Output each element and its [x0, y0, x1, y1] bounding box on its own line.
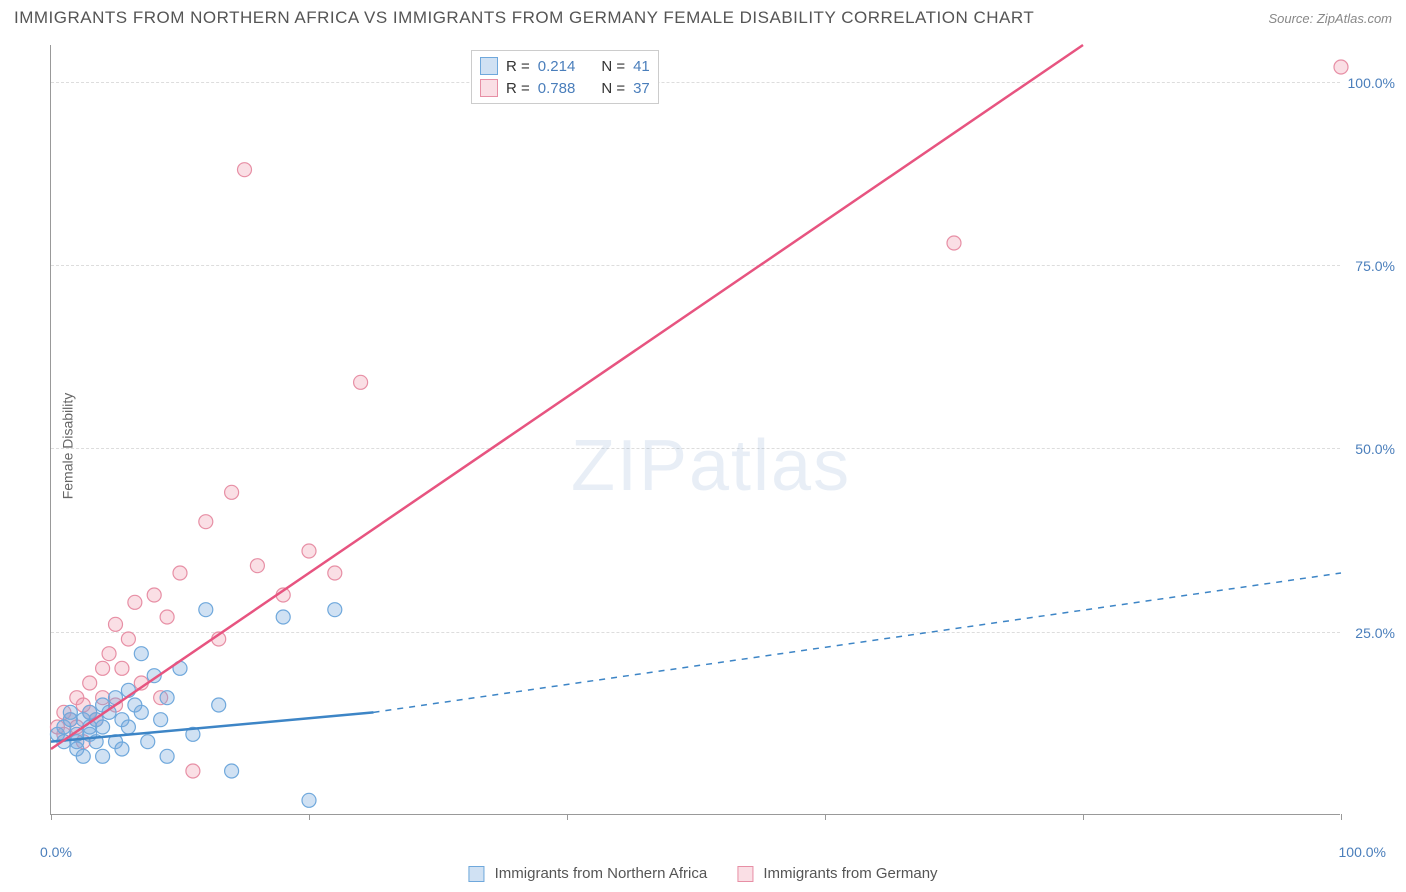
data-point [147, 588, 161, 602]
data-point [96, 720, 110, 734]
n-label: N = [601, 80, 625, 97]
data-point [250, 559, 264, 573]
data-point [121, 720, 135, 734]
data-point [134, 647, 148, 661]
trend-line [51, 45, 1083, 749]
legend-row: R = 0.788 N = 37 [480, 77, 650, 99]
n-value: 37 [633, 80, 650, 97]
data-point [212, 698, 226, 712]
data-point [76, 749, 90, 763]
x-tick [825, 814, 826, 820]
data-point [160, 610, 174, 624]
data-point [128, 595, 142, 609]
data-point [115, 742, 129, 756]
y-tick-label: 100.0% [1348, 75, 1395, 91]
legend-label-blue: Immigrants from Northern Africa [495, 865, 708, 882]
r-value: 0.788 [538, 80, 576, 97]
legend-row: R = 0.214 N = 41 [480, 55, 650, 77]
data-point [328, 603, 342, 617]
data-point [1334, 60, 1348, 74]
data-point [96, 661, 110, 675]
data-point [225, 764, 239, 778]
swatch-icon [480, 79, 498, 97]
data-point [154, 713, 168, 727]
n-label: N = [601, 58, 625, 75]
x-tick [1341, 814, 1342, 820]
legend-item-blue: Immigrants from Northern Africa [468, 865, 707, 882]
correlation-legend: R = 0.214 N = 41 R = 0.788 N = 37 [471, 50, 659, 104]
legend-item-pink: Immigrants from Germany [737, 865, 937, 882]
r-label: R = [506, 80, 530, 97]
plot-area: 25.0%50.0%75.0%100.0% ZIPatlas R =0.214N… [50, 45, 1340, 815]
data-point [160, 749, 174, 763]
data-point [354, 375, 368, 389]
data-point [173, 566, 187, 580]
data-point [134, 705, 148, 719]
chart-source: Source: ZipAtlas.com [1268, 11, 1392, 26]
data-point [96, 749, 110, 763]
data-point [83, 676, 97, 690]
data-point [63, 705, 77, 719]
data-point [238, 163, 252, 177]
x-max-label: 100.0% [1339, 844, 1386, 860]
data-point [199, 515, 213, 529]
swatch-icon [480, 57, 498, 75]
x-tick [51, 814, 52, 820]
data-point [115, 661, 129, 675]
series-legend: Immigrants from Northern Africa Immigran… [468, 865, 937, 882]
data-point [141, 735, 155, 749]
swatch-icon [737, 866, 753, 882]
r-value: 0.214 [538, 58, 576, 75]
data-point [328, 566, 342, 580]
data-point [302, 793, 316, 807]
n-value: 41 [633, 58, 650, 75]
x-min-label: 0.0% [40, 844, 72, 860]
y-tick-label: 25.0% [1355, 625, 1395, 641]
data-point [102, 647, 116, 661]
r-label: R = [506, 58, 530, 75]
data-point [947, 236, 961, 250]
data-point [225, 485, 239, 499]
chart-svg [51, 45, 1340, 814]
data-point [276, 610, 290, 624]
data-point [186, 764, 200, 778]
trend-line [374, 573, 1342, 712]
chart-header: IMMIGRANTS FROM NORTHERN AFRICA VS IMMIG… [14, 8, 1392, 28]
swatch-icon [468, 866, 484, 882]
data-point [109, 617, 123, 631]
data-point [160, 691, 174, 705]
legend-label-pink: Immigrants from Germany [763, 865, 937, 882]
data-point [302, 544, 316, 558]
x-tick [309, 814, 310, 820]
data-point [199, 603, 213, 617]
x-tick [567, 814, 568, 820]
y-tick-label: 50.0% [1355, 441, 1395, 457]
chart-title: IMMIGRANTS FROM NORTHERN AFRICA VS IMMIG… [14, 8, 1034, 28]
y-tick-label: 75.0% [1355, 258, 1395, 274]
data-point [121, 632, 135, 646]
x-tick [1083, 814, 1084, 820]
